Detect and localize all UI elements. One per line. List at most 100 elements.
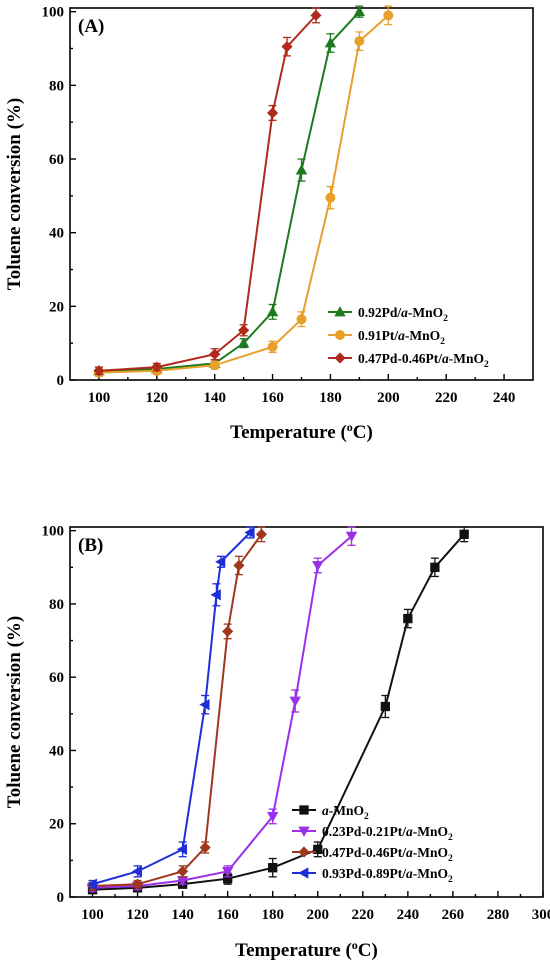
data-point	[199, 841, 211, 854]
data-point	[459, 529, 469, 539]
legend-label: 0.47Pd-0.46Pt/a-MnO2	[322, 845, 453, 864]
data-point	[132, 878, 144, 890]
data-point	[233, 559, 245, 572]
y-tick-label: 60	[49, 152, 64, 168]
series-line	[92, 535, 353, 889]
legend-entry: 0.23Pd-0.21Pt/a-MnO2	[292, 824, 453, 843]
y-tick-label: 0	[57, 890, 65, 906]
data-point	[244, 526, 255, 539]
data-point	[131, 865, 142, 878]
x-tick-label: 120	[126, 907, 149, 923]
y-tick-label: 80	[49, 78, 64, 94]
data-point	[255, 528, 268, 540]
legend-marker	[298, 826, 310, 837]
series-line	[92, 533, 465, 891]
data-point	[353, 5, 366, 17]
series-1	[86, 526, 358, 894]
y-tick-label: 20	[49, 299, 64, 315]
y-tick-label: 100	[42, 5, 65, 21]
data-point	[268, 863, 278, 873]
data-point	[289, 696, 301, 707]
legend-entry: 0.47Pd-0.46Pt/a-MnO2	[292, 845, 453, 864]
x-tick-label: 200	[307, 907, 330, 923]
data-point	[176, 843, 188, 856]
y-axis-title: Toluene conversion (%)	[4, 616, 25, 808]
panel-label: (B)	[78, 535, 103, 556]
x-tick-label: 140	[171, 907, 194, 923]
data-point	[296, 314, 307, 325]
series-line	[98, 14, 389, 374]
legend-label: 0.93Pd-0.89Pt/a-MnO2	[322, 866, 453, 885]
data-point	[177, 865, 189, 877]
data-point	[210, 589, 221, 601]
data-point	[295, 164, 308, 175]
data-point	[238, 324, 250, 336]
series-line	[92, 531, 251, 886]
y-tick-label: 0	[57, 373, 65, 389]
x-tick-label: 240	[493, 390, 516, 406]
x-tick-label: 160	[216, 907, 239, 923]
y-tick-label: 60	[49, 670, 64, 686]
x-tick-label: 260	[442, 907, 465, 923]
data-point	[310, 9, 322, 21]
legend-marker	[335, 330, 345, 340]
x-tick-label: 180	[261, 907, 284, 923]
legend-entry: 0.47Pd-0.46Pt/a-MnO2	[328, 351, 489, 370]
panel-label: (A)	[78, 16, 104, 37]
panel-b: 100 120 140 160 180 200 220 240 260 280 300 0 20 40 60…	[4, 524, 550, 961]
data-point	[345, 531, 358, 542]
x-tick-label: 100	[88, 390, 111, 406]
x-tick-label: 240	[397, 907, 420, 923]
data-point	[93, 365, 105, 377]
series-2	[86, 526, 268, 892]
x-tick-label: 220	[352, 907, 375, 923]
data-point	[403, 613, 413, 624]
data-point	[222, 625, 234, 637]
data-point	[325, 192, 336, 203]
data-point	[221, 866, 234, 878]
data-point	[209, 348, 221, 360]
x-tick-label: 140	[203, 390, 226, 406]
series-2	[93, 7, 322, 377]
x-axis-title: Temperature (oC)	[230, 420, 373, 443]
legend-entry: a-MnO2	[292, 803, 369, 822]
data-point	[199, 698, 210, 711]
legend-entry: 0.91Pt/a-MnO2	[328, 328, 445, 347]
data-point	[151, 361, 163, 373]
data-point	[237, 337, 250, 348]
data-point	[86, 878, 97, 890]
x-tick-label: 120	[146, 390, 169, 406]
y-tick-label: 80	[49, 597, 64, 613]
data-point	[380, 701, 390, 712]
legend-label: 0.91Pt/a-MnO2	[358, 328, 445, 347]
legend-entry: 0.93Pd-0.89Pt/a-MnO2	[292, 866, 453, 885]
x-tick-label: 220	[435, 390, 458, 406]
data-point	[266, 107, 279, 119]
x-tick-label: 180	[319, 390, 342, 406]
series-line	[92, 533, 263, 888]
series-1	[93, 5, 394, 378]
y-tick-label: 40	[49, 743, 64, 759]
data-point	[281, 41, 293, 53]
data-point	[267, 812, 279, 823]
legend-label: 0.47Pd-0.46Pt/a-MnO2	[358, 351, 489, 370]
legend-marker	[334, 352, 346, 364]
x-tick-label: 160	[261, 390, 284, 406]
data-point	[209, 360, 220, 371]
legend-label: 0.92Pd/a-MnO2	[358, 305, 448, 324]
series-line	[98, 14, 317, 372]
x-axis-title: Temperature (oC)	[235, 938, 378, 961]
series-3	[86, 526, 255, 890]
x-tick-label: 280	[487, 907, 510, 923]
legend-label: 0.23Pd-0.21Pt/a-MnO2	[322, 824, 453, 843]
x-tick-label: 100	[81, 907, 104, 923]
series-line	[98, 11, 361, 372]
panel-a: 100 120 140 160 180 200 220 240 0 20 40 60 80 100 (A) T…	[4, 5, 534, 443]
y-axis-title: Toluene conversion (%)	[4, 98, 25, 290]
legend-marker	[334, 306, 346, 317]
data-point	[215, 556, 226, 568]
x-tick-label: 300	[532, 907, 550, 923]
x-tick-label: 200	[377, 390, 400, 406]
data-point	[267, 341, 278, 352]
